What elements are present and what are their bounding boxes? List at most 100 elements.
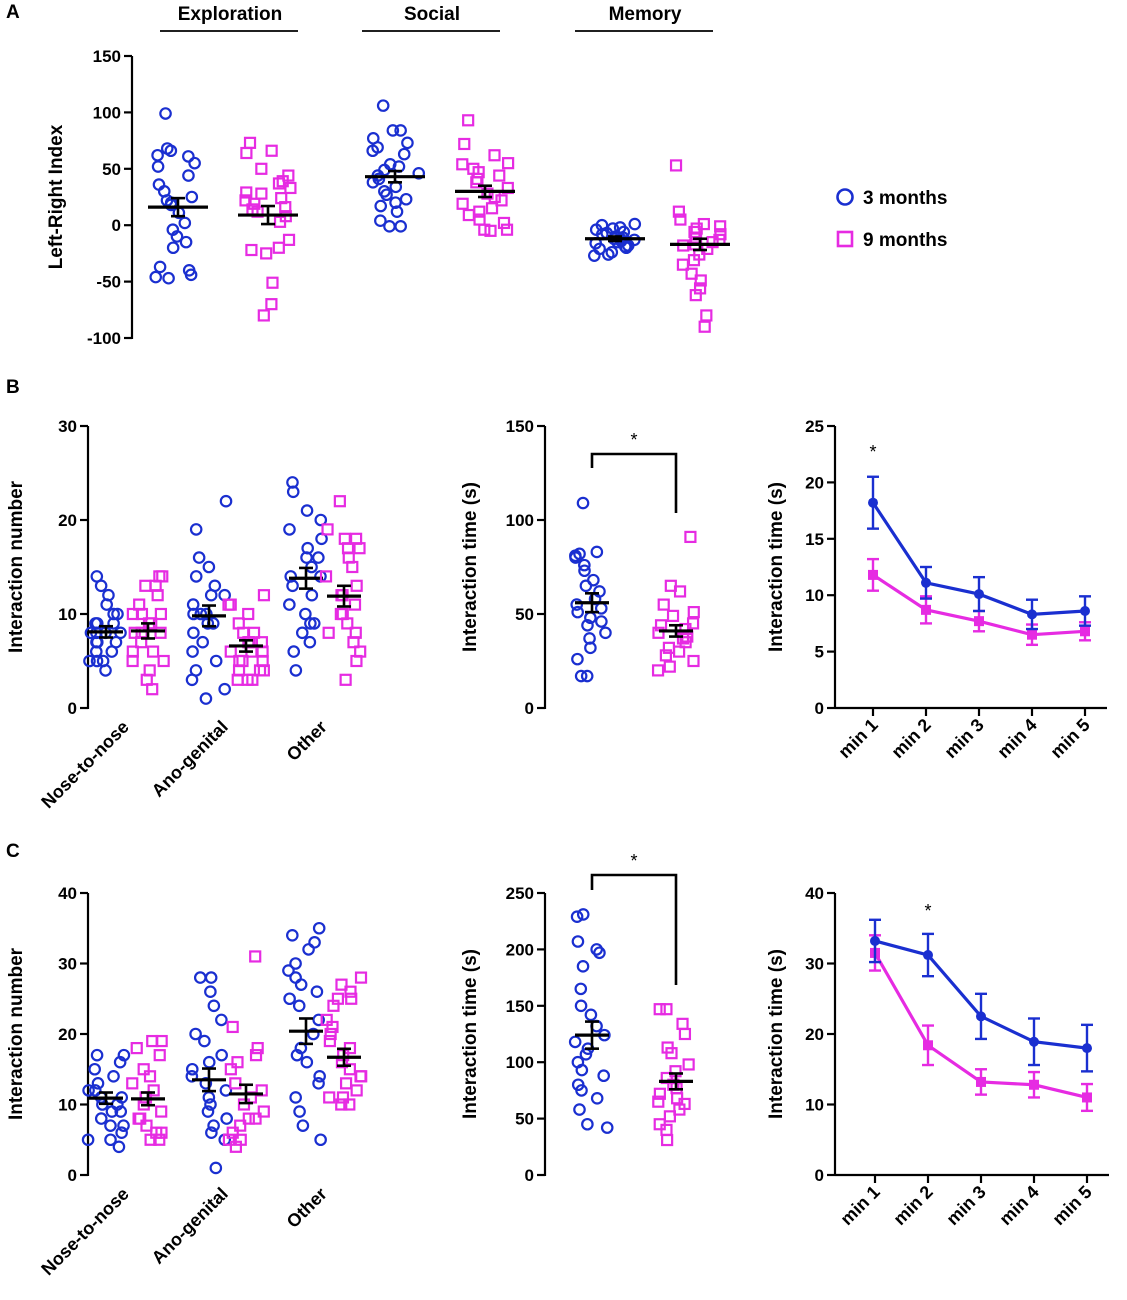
data-point-months9 <box>665 1047 678 1060</box>
x-tick-label: min 2 <box>887 715 934 762</box>
data-point-months3 <box>202 560 216 574</box>
data-point-months9 <box>284 181 297 195</box>
data-point-months3 <box>399 192 413 206</box>
data-point-months3 <box>170 230 184 243</box>
data-point-months9 <box>255 187 268 200</box>
data-point-months3 <box>114 1105 128 1118</box>
data-point-months9 <box>137 1063 150 1076</box>
data-point-months3 <box>189 523 203 536</box>
legend-label: 3 months <box>863 188 947 209</box>
data-point-months3 <box>397 147 411 161</box>
data-point-months9 <box>243 136 257 149</box>
significance-star: * <box>630 851 637 871</box>
data-point-months9 <box>260 247 273 260</box>
data-point-months3 <box>215 1048 228 1062</box>
data-point-months9 <box>324 1027 337 1041</box>
y-tick-label: 40 <box>58 884 77 903</box>
y-tick-label: 30 <box>58 417 77 436</box>
data-point-months9 <box>229 1140 242 1153</box>
data-point-months3 <box>619 241 633 255</box>
data-point-months3 <box>578 564 591 578</box>
data-point-months3 <box>283 523 296 536</box>
data-point-months3 <box>91 1077 105 1090</box>
data-point-months3 <box>151 148 164 162</box>
data-point-months9 <box>322 626 335 639</box>
data-point-months9 <box>266 276 279 289</box>
data-point-months9 <box>353 542 366 555</box>
data-point-months9 <box>344 985 357 998</box>
data-point-months3 <box>578 558 591 572</box>
data-point-months3 <box>571 652 584 666</box>
data-point-months9 <box>135 607 149 621</box>
data-point-months3 <box>590 545 604 559</box>
x-tick-label: min 1 <box>834 715 881 762</box>
data-point-months3 <box>599 626 612 640</box>
data-point-months9 <box>676 258 690 271</box>
data-point-months3 <box>286 485 300 499</box>
data-point-months9 <box>139 579 152 592</box>
data-point-months3 <box>401 136 414 150</box>
data-point-months9 <box>226 1126 239 1139</box>
data-point-months9 <box>481 187 494 200</box>
data-point-months3 <box>590 943 603 956</box>
data-point-months3 <box>194 607 208 621</box>
data-point-months9 <box>240 186 253 199</box>
data-point-months9 <box>234 1119 247 1132</box>
data-point-months3 <box>575 1063 589 1077</box>
y-tick-label: 0 <box>525 699 534 718</box>
data-point-months3 <box>568 1035 582 1049</box>
y-axis-label: Interaction number <box>6 947 27 1120</box>
data-point-months3 <box>185 190 199 204</box>
data-point-months3 <box>574 982 588 996</box>
data-point-months9 <box>226 1020 239 1034</box>
data-point-months9 <box>660 1071 673 1085</box>
data-point-months9 <box>155 1034 168 1048</box>
data-point-months3 <box>204 1098 217 1111</box>
data-point-months9 <box>255 162 268 175</box>
data-point-months3 <box>204 985 217 998</box>
data-point-months9 <box>652 1095 665 1108</box>
data-point-months9 <box>272 241 285 254</box>
data-point-months3 <box>107 1070 120 1083</box>
data-point-months9 <box>687 654 700 668</box>
data-point-months3 <box>218 682 231 696</box>
panel-label: B <box>6 377 20 398</box>
data-point-months3 <box>305 588 319 602</box>
series-point-months9 <box>1029 1079 1039 1090</box>
data-point-months9 <box>685 267 698 280</box>
data-point-months3 <box>584 1008 598 1022</box>
data-point-months9 <box>456 197 469 210</box>
data-point-months9 <box>251 1041 264 1055</box>
x-tick-label: min 3 <box>942 1182 989 1229</box>
data-point-months3 <box>576 496 590 510</box>
data-point-months9 <box>153 1133 166 1146</box>
data-point-months9 <box>672 205 685 218</box>
data-point-months3 <box>299 607 312 621</box>
data-point-months9 <box>333 495 346 508</box>
data-point-months9 <box>265 298 278 311</box>
data-point-months3 <box>628 217 642 231</box>
y-tick-label: 10 <box>58 1096 77 1115</box>
data-point-months3 <box>113 1055 127 1069</box>
data-point-months9 <box>350 579 363 592</box>
data-point-months9 <box>134 1112 147 1125</box>
data-point-months3 <box>386 124 400 137</box>
data-point-months9 <box>147 1084 160 1097</box>
data-point-months3 <box>394 124 407 137</box>
data-point-months3 <box>383 220 396 233</box>
data-point-months9 <box>151 589 164 602</box>
data-point-months3 <box>105 645 119 658</box>
data-point-months9 <box>485 202 499 215</box>
data-point-months3 <box>313 1070 326 1083</box>
data-point-months3 <box>204 971 218 984</box>
y-tick-label: 150 <box>93 47 121 66</box>
data-point-months9 <box>663 1110 676 1123</box>
series-point-months3 <box>1027 609 1037 620</box>
data-point-months3 <box>196 635 209 649</box>
data-point-months9 <box>343 1063 356 1076</box>
y-tick-label: 10 <box>805 586 824 605</box>
data-point-months3 <box>295 626 309 640</box>
data-point-months3 <box>198 1034 211 1048</box>
data-point-months9 <box>345 992 358 1005</box>
data-point-months3 <box>219 494 233 508</box>
